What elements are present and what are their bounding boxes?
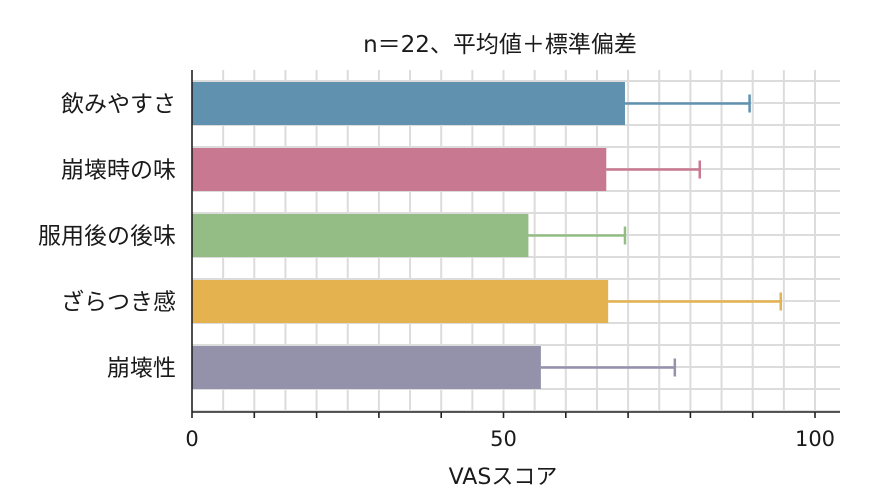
x-tick-label: 0: [185, 427, 198, 451]
bar: [192, 82, 625, 125]
x-tick-label: 50: [490, 427, 517, 451]
bar: [192, 346, 541, 389]
x-axis-label: VASスコア: [449, 465, 558, 490]
axes: 0 50 100: [185, 70, 840, 451]
category-label: 飲みやすさ: [61, 92, 176, 118]
category-label: 服用後の後味: [38, 224, 176, 250]
bar: [192, 214, 529, 257]
x-tick-label: 100: [795, 427, 835, 451]
category-label: ざらつき感: [61, 289, 176, 316]
category-label: 崩壊性: [107, 356, 176, 382]
bar: [192, 148, 607, 191]
chart-title: n＝22、平均値＋標準偏差: [363, 32, 637, 58]
category-label: 崩壊時の味: [61, 158, 176, 184]
bar: [192, 280, 609, 323]
